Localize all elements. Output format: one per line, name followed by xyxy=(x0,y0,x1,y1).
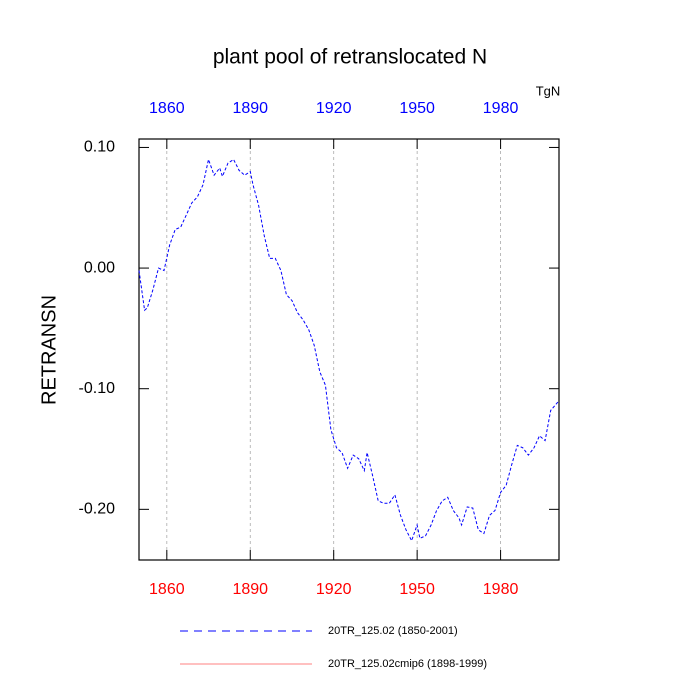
units-label: TgN xyxy=(536,83,561,98)
x-tick-label-top: 1890 xyxy=(232,100,268,117)
y-axis-label: RETRANSN xyxy=(38,295,60,405)
x-tick-label: 1950 xyxy=(399,581,435,598)
x-tick-label: 1920 xyxy=(316,581,352,598)
x-tick-label: 1980 xyxy=(483,581,519,598)
y-tick-label: 0.10 xyxy=(84,139,115,156)
legend-label: 20TR_125.02cmip6 (1898-1999) xyxy=(328,658,487,670)
x-tick-label-top: 1920 xyxy=(316,100,352,117)
chart-title: plant pool of retranslocated N xyxy=(213,46,487,69)
y-tick-label: 0.00 xyxy=(84,259,115,276)
y-tick-label: -0.10 xyxy=(79,380,116,397)
x-tick-label: 1860 xyxy=(149,581,185,598)
x-tick-label: 1890 xyxy=(232,581,268,598)
x-tick-label-top: 1950 xyxy=(399,100,435,117)
plot-frame xyxy=(138,138,560,561)
x-tick-label-top: 1980 xyxy=(483,100,519,117)
x-tick-label-top: 1860 xyxy=(149,100,185,117)
legend-label: 20TR_125.02 (1850-2001) xyxy=(328,625,458,637)
y-tick-label: -0.20 xyxy=(79,501,116,518)
data-line xyxy=(138,157,560,542)
